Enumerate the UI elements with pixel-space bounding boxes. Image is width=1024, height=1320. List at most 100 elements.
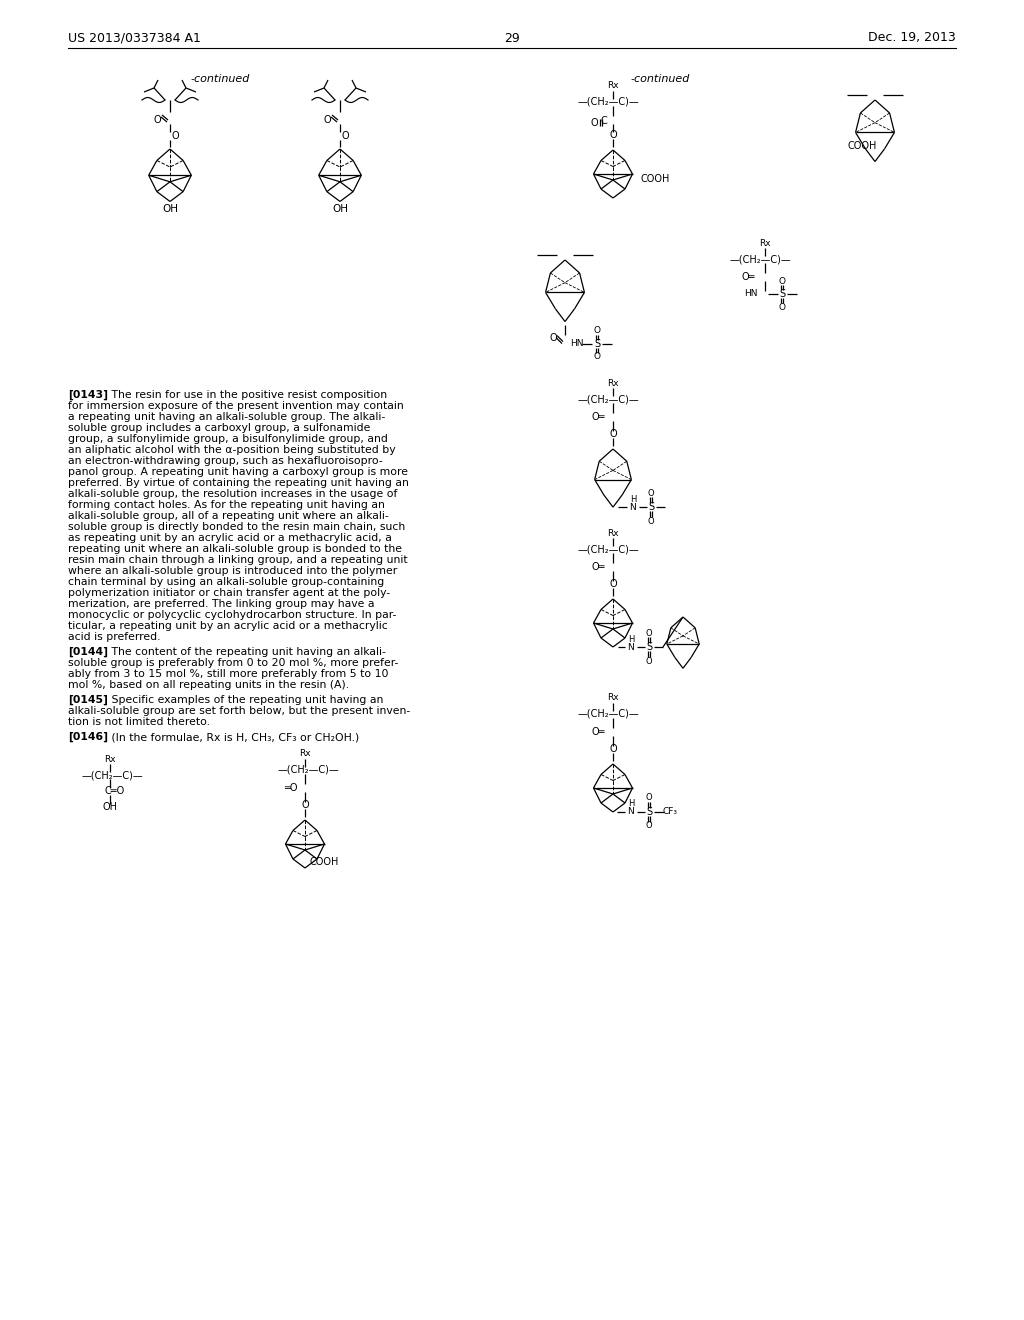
Text: for immersion exposure of the present invention may contain: for immersion exposure of the present in… xyxy=(68,401,403,411)
Text: O: O xyxy=(648,488,654,498)
Text: H: H xyxy=(628,800,634,808)
Text: alkali-soluble group are set forth below, but the present inven-: alkali-soluble group are set forth below… xyxy=(68,706,411,715)
Text: —(CH₂—C)—: —(CH₂—C)— xyxy=(82,770,143,780)
Text: -continued: -continued xyxy=(631,74,690,84)
Text: COOH: COOH xyxy=(640,174,670,183)
Text: O: O xyxy=(648,516,654,525)
Text: OH: OH xyxy=(102,803,118,812)
Text: HN: HN xyxy=(570,339,584,348)
Text: O: O xyxy=(646,821,652,830)
Text: soluble group is preferably from 0 to 20 mol %, more prefer-: soluble group is preferably from 0 to 20… xyxy=(68,657,398,668)
Text: O: O xyxy=(590,117,598,128)
Text: ═O: ═O xyxy=(285,783,298,793)
Text: (In the formulae, Rx is H, CH₃, CF₃ or CH₂OH.): (In the formulae, Rx is H, CH₃, CF₃ or C… xyxy=(101,733,359,742)
Text: O: O xyxy=(301,800,309,810)
Text: O: O xyxy=(594,326,600,335)
Text: O═: O═ xyxy=(592,727,605,737)
Text: O: O xyxy=(341,131,349,141)
Text: [0145]: [0145] xyxy=(68,696,108,705)
Text: as repeating unit by an acrylic acid or a methacrylic acid, a: as repeating unit by an acrylic acid or … xyxy=(68,533,392,543)
Text: where an alkali-soluble group is introduced into the polymer: where an alkali-soluble group is introdu… xyxy=(68,566,397,576)
Text: [0143]: [0143] xyxy=(68,389,108,400)
Text: OH: OH xyxy=(162,205,178,214)
Text: acid is preferred.: acid is preferred. xyxy=(68,632,161,642)
Text: O: O xyxy=(778,302,785,312)
Text: O: O xyxy=(778,276,785,285)
Text: alkali-soluble group, the resolution increases in the usage of: alkali-soluble group, the resolution inc… xyxy=(68,488,397,499)
Text: soluble group includes a carboxyl group, a sulfonamide: soluble group includes a carboxyl group,… xyxy=(68,422,371,433)
Text: [0144]: [0144] xyxy=(68,647,108,657)
Text: O: O xyxy=(646,793,652,803)
Text: OH: OH xyxy=(332,205,348,214)
Text: N: N xyxy=(628,808,635,817)
Text: C: C xyxy=(601,116,607,125)
Text: The content of the repeating unit having an alkali-: The content of the repeating unit having… xyxy=(101,647,386,657)
Text: soluble group is directly bonded to the resin main chain, such: soluble group is directly bonded to the … xyxy=(68,521,406,532)
Text: Rx: Rx xyxy=(104,755,116,763)
Text: Rx: Rx xyxy=(607,693,618,702)
Text: The resin for use in the positive resist composition: The resin for use in the positive resist… xyxy=(101,389,387,400)
Text: O: O xyxy=(549,333,557,343)
Text: alkali-soluble group, all of a repeating unit where an alkali-: alkali-soluble group, all of a repeating… xyxy=(68,511,389,521)
Text: C═O: C═O xyxy=(104,785,125,796)
Text: S: S xyxy=(646,642,652,652)
Text: COOH: COOH xyxy=(848,141,877,152)
Text: —(CH₂—C)—: —(CH₂—C)— xyxy=(578,96,640,107)
Text: Rx: Rx xyxy=(607,82,618,91)
Text: —(CH₂—C)—: —(CH₂—C)— xyxy=(730,253,792,264)
Text: COOH: COOH xyxy=(309,857,338,867)
Text: resin main chain through a linking group, and a repeating unit: resin main chain through a linking group… xyxy=(68,554,408,565)
Text: preferred. By virtue of containing the repeating unit having an: preferred. By virtue of containing the r… xyxy=(68,478,409,488)
Text: S: S xyxy=(646,807,652,817)
Text: O═: O═ xyxy=(592,412,605,422)
Text: Rx: Rx xyxy=(299,750,311,759)
Text: ably from 3 to 15 mol %, still more preferably from 5 to 10: ably from 3 to 15 mol %, still more pref… xyxy=(68,669,388,678)
Text: 29: 29 xyxy=(504,32,520,45)
Text: H: H xyxy=(628,635,634,644)
Text: US 2013/0337384 A1: US 2013/0337384 A1 xyxy=(68,32,201,45)
Text: tion is not limited thereto.: tion is not limited thereto. xyxy=(68,717,210,727)
Text: O═: O═ xyxy=(592,562,605,572)
Text: repeating unit where an alkali-soluble group is bonded to the: repeating unit where an alkali-soluble g… xyxy=(68,544,402,554)
Text: -continued: -continued xyxy=(190,74,250,84)
Text: H: H xyxy=(630,495,636,504)
Text: O═: O═ xyxy=(741,272,755,282)
Text: O: O xyxy=(609,744,616,754)
Text: monocyclic or polycyclic cyclohydrocarbon structure. In par-: monocyclic or polycyclic cyclohydrocarbo… xyxy=(68,610,396,620)
Text: —(CH₂—C)—: —(CH₂—C)— xyxy=(578,393,640,404)
Text: ticular, a repeating unit by an acrylic acid or a methacrylic: ticular, a repeating unit by an acrylic … xyxy=(68,620,388,631)
Text: O: O xyxy=(154,115,161,125)
Text: panol group. A repeating unit having a carboxyl group is more: panol group. A repeating unit having a c… xyxy=(68,467,408,477)
Text: O: O xyxy=(646,628,652,638)
Text: O: O xyxy=(324,115,331,125)
Text: Dec. 19, 2013: Dec. 19, 2013 xyxy=(868,32,956,45)
Text: forming contact holes. As for the repeating unit having an: forming contact holes. As for the repeat… xyxy=(68,500,385,510)
Text: polymerization initiator or chain transfer agent at the poly-: polymerization initiator or chain transf… xyxy=(68,587,390,598)
Text: CF₃: CF₃ xyxy=(663,808,678,817)
Text: N: N xyxy=(628,643,635,652)
Text: group, a sulfonylimide group, a bisulfonylimide group, and: group, a sulfonylimide group, a bisulfon… xyxy=(68,434,388,444)
Text: chain terminal by using an alkali-soluble group-containing: chain terminal by using an alkali-solubl… xyxy=(68,577,384,587)
Text: S: S xyxy=(779,289,785,300)
Text: [0146]: [0146] xyxy=(68,733,108,742)
Text: O: O xyxy=(609,429,616,440)
Text: mol %, based on all repeating units in the resin (A).: mol %, based on all repeating units in t… xyxy=(68,680,349,690)
Text: —(CH₂—C)—: —(CH₂—C)— xyxy=(578,544,640,554)
Text: S: S xyxy=(594,338,600,348)
Text: Rx: Rx xyxy=(607,528,618,537)
Text: Rx: Rx xyxy=(607,379,618,388)
Text: O: O xyxy=(594,352,600,362)
Text: merization, are preferred. The linking group may have a: merization, are preferred. The linking g… xyxy=(68,599,375,609)
Text: N: N xyxy=(630,503,636,512)
Text: Specific examples of the repeating unit having an: Specific examples of the repeating unit … xyxy=(101,696,383,705)
Text: a repeating unit having an alkali-soluble group. The alkali-: a repeating unit having an alkali-solubl… xyxy=(68,412,385,422)
Text: O: O xyxy=(646,656,652,665)
Text: an electron-withdrawing group, such as hexafluoroisopro-: an electron-withdrawing group, such as h… xyxy=(68,455,383,466)
Text: HN: HN xyxy=(744,289,758,298)
Text: an aliphatic alcohol with the α-position being substituted by: an aliphatic alcohol with the α-position… xyxy=(68,445,395,455)
Text: O: O xyxy=(609,129,616,140)
Text: O: O xyxy=(609,579,616,589)
Text: O: O xyxy=(171,131,179,141)
Text: —(CH₂—C)—: —(CH₂—C)— xyxy=(278,766,340,775)
Text: —(CH₂—C)—: —(CH₂—C)— xyxy=(578,709,640,719)
